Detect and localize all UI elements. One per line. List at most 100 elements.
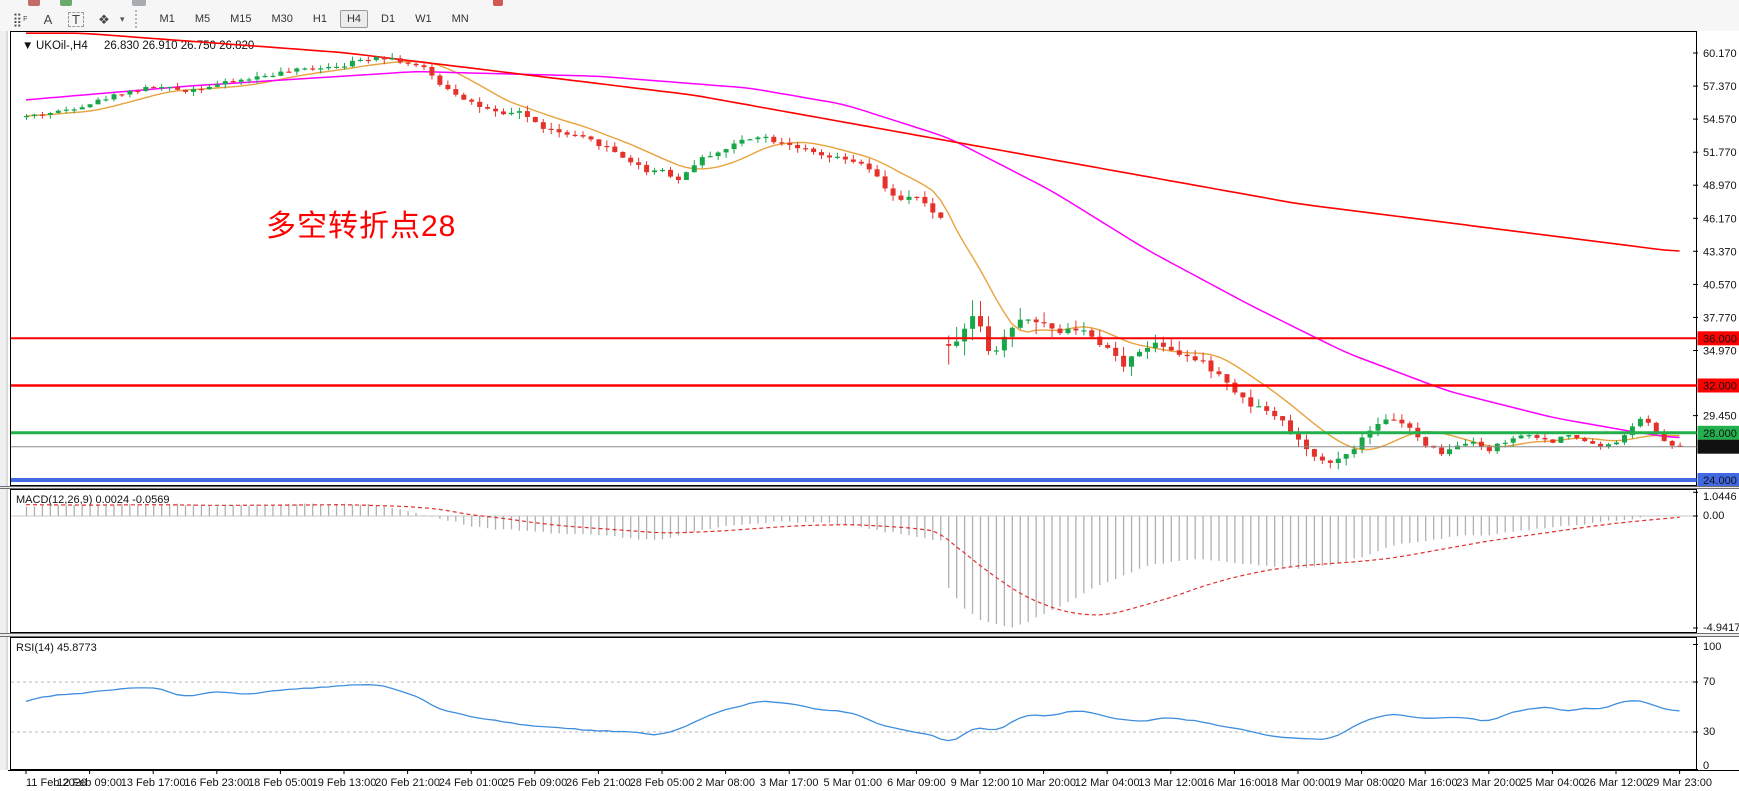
y-axis-label: 37.770 <box>1703 312 1737 324</box>
candle-body <box>1105 345 1111 348</box>
panel-splitter[interactable] <box>0 633 1739 637</box>
x-axis-label[interactable]: 25 Mar 04:00 <box>1520 777 1585 789</box>
x-axis-label[interactable]: 16 Feb 23:00 <box>184 777 249 789</box>
x-axis-label[interactable]: 13 Feb 17:00 <box>121 777 186 789</box>
x-axis-label[interactable]: 12 Feb 09:00 <box>57 777 122 789</box>
rsi-canvas[interactable]: RSI(14) 45.8773 100 70 30 0 <box>8 637 1739 770</box>
candle-body <box>858 161 864 164</box>
shapes-dropdown-caret-icon[interactable]: ▾ <box>120 13 125 24</box>
text-annotation[interactable]: 多空转折点28 <box>266 210 457 243</box>
icon-subscript: F <box>23 15 28 23</box>
candle-body <box>47 113 53 115</box>
x-axis-label[interactable]: 28 Feb 05:00 <box>630 777 695 789</box>
x-axis-label[interactable]: 13 Mar 12:00 <box>1138 777 1203 789</box>
candle-body <box>1272 410 1278 417</box>
x-axis-label[interactable]: 26 Feb 21:00 <box>566 777 631 789</box>
x-axis-label[interactable]: 6 Mar 09:00 <box>887 777 946 789</box>
textbox-tool-icon[interactable]: T <box>64 8 88 30</box>
x-axis-label[interactable]: 20 Feb 21:00 <box>375 777 440 789</box>
x-axis-label[interactable]: 18 Feb 05:00 <box>248 777 313 789</box>
drawing-tools-group: ⣿ F A T ❖ <box>6 8 118 30</box>
toolbar: ⣿ F A T ❖ ▾ M1 M5 M15 M30 H1 H4 D1 W1 MN <box>0 0 1739 32</box>
timeframe-button-H1[interactable]: H1 <box>312 13 327 25</box>
candle-body <box>715 152 721 157</box>
candle-body <box>914 196 920 198</box>
x-axis-label[interactable]: 11 Feb 2020 <box>26 777 87 789</box>
shapes-tool-icon[interactable]: ❖ <box>92 8 116 30</box>
candle-body <box>1470 441 1476 444</box>
candle-body <box>683 172 689 180</box>
x-axis-label[interactable]: 23 Mar 20:00 <box>1456 777 1521 789</box>
x-axis-label[interactable]: 3 Mar 17:00 <box>760 777 819 789</box>
candle-body <box>95 99 101 105</box>
candle-body <box>1280 416 1286 421</box>
rsi-label: RSI(14) 45.8773 <box>16 642 97 654</box>
candle-body <box>1152 342 1158 348</box>
timeframe-button-M1[interactable]: M1 <box>159 13 175 25</box>
candle-body <box>675 176 681 180</box>
candle-body <box>1216 371 1222 375</box>
macd-panel[interactable]: MACD(12,26,9) 0.0024 -0.0569 1.0446 0.00 -… <box>8 489 1739 633</box>
timeframe-button-W1[interactable]: W1 <box>415 13 432 25</box>
candle-body <box>1606 444 1611 447</box>
y-axis-label: 29.450 <box>1703 411 1737 423</box>
timeframe-button-M15[interactable]: M15 <box>230 13 252 25</box>
candle-body <box>1622 435 1627 443</box>
candle-body <box>1025 319 1031 321</box>
timeframe-button-M30[interactable]: M30 <box>271 13 293 25</box>
price-chart-canvas[interactable]: ▼ UKOil-,H4 26.830 26.910 26.750 26.820 … <box>8 31 1739 486</box>
label-tool-icon[interactable]: A <box>36 8 60 30</box>
grid-pattern-icon[interactable]: ⣿ F <box>8 8 32 30</box>
macd-canvas[interactable]: MACD(12,26,9) 0.0024 -0.0569 1.0446 0.00 -… <box>8 489 1739 633</box>
x-axis-label[interactable]: 16 Mar 16:00 <box>1202 777 1267 789</box>
timeframe-button-M5[interactable]: M5 <box>194 13 211 25</box>
price-chart-panel[interactable]: ▼ UKOil-,H4 26.830 26.910 26.750 26.820 … <box>8 31 1739 486</box>
time-axis[interactable]: 11 Feb 2020 12 Feb 09:00 13 Feb 17:00 16 Fe… <box>0 770 1739 791</box>
candle-body <box>978 316 983 327</box>
x-axis-label[interactable]: 19 Mar 08:00 <box>1329 777 1394 789</box>
candle-body <box>1653 422 1659 433</box>
x-axis-label[interactable]: 10 Mar 20:00 <box>1011 777 1076 789</box>
candle-body <box>739 139 745 144</box>
x-axis-label[interactable]: 2 Mar 08:00 <box>696 777 755 789</box>
x-axis-label[interactable]: 12 Mar 04:00 <box>1075 777 1140 789</box>
candle-body <box>326 66 332 69</box>
x-axis-label[interactable]: 29 Mar 23:00 <box>1647 777 1712 789</box>
x-axis-label[interactable]: 9 Mar 12:00 <box>951 777 1010 789</box>
candle-body <box>938 212 944 218</box>
symbol-dropdown-icon[interactable]: ▼ <box>22 40 33 52</box>
candle-body <box>1129 356 1134 367</box>
x-axis-label[interactable]: 5 Mar 01:00 <box>823 777 882 789</box>
timeframe-button-D1[interactable]: D1 <box>381 13 396 25</box>
candle-body <box>214 84 220 87</box>
price-axis-group: 60.170 57.370 54.570 51.770 48.970 46.170 43.3… <box>1693 48 1737 423</box>
candle-body <box>1041 322 1047 324</box>
candle-body <box>1184 354 1190 357</box>
candle-body <box>842 156 848 160</box>
candle-body <box>230 81 236 83</box>
candle-body <box>906 196 912 200</box>
candle-body <box>294 68 300 72</box>
ma-lines-group <box>25 32 1680 451</box>
y-axis-label: 57.370 <box>1703 81 1737 93</box>
x-axis-label[interactable]: 19 Feb 13:00 <box>312 777 377 789</box>
x-axis-label[interactable]: 20 Mar 16:00 <box>1393 777 1458 789</box>
candle-body <box>103 99 109 101</box>
candle-body <box>405 62 411 64</box>
candle-body <box>135 90 141 93</box>
timeframe-button-H4[interactable]: H4 <box>339 10 369 28</box>
candle-body <box>469 99 475 102</box>
rsi-panel[interactable]: RSI(14) 45.8773 100 70 30 0 <box>8 637 1739 770</box>
x-axis-label[interactable]: 18 Mar 00:00 <box>1266 777 1331 789</box>
x-axis-label[interactable]: 24 Feb 01:00 <box>439 777 504 789</box>
chart-title-ohlc: 26.830 26.910 26.750 26.820 <box>104 40 254 52</box>
x-axis-label[interactable]: 25 Feb 09:00 <box>502 777 567 789</box>
x-axis-label[interactable]: 26 Mar 12:00 <box>1584 777 1649 789</box>
timeframe-button-MN[interactable]: MN <box>451 13 469 25</box>
candle-body <box>850 159 856 162</box>
candle-body <box>1224 374 1230 383</box>
candle-body <box>922 196 928 204</box>
candle-body <box>31 114 37 116</box>
panel-splitter[interactable] <box>0 486 1739 489</box>
